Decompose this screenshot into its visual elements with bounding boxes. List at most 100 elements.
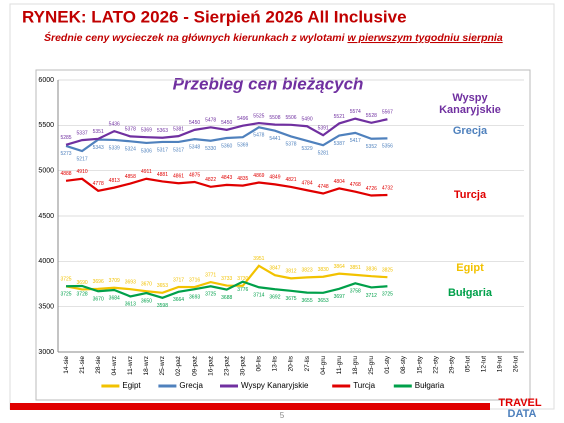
x-tick-label: 25-gru [368,356,375,375]
chart-title: Przebieg cen bieżących [173,74,364,93]
data-label: 3864 [334,264,345,270]
data-label: 3812 [285,269,296,275]
legend-label: Wyspy Kanaryjskie [241,381,309,390]
data-label: 3730 [237,276,248,282]
footer-bar [10,403,490,410]
y-tick-label: 4500 [38,213,54,220]
data-label: 5521 [334,114,345,120]
data-label: 3693 [189,294,200,300]
data-label: 5378 [125,127,136,133]
y-tick-label: 5500 [38,122,54,129]
data-label: 5567 [382,110,393,116]
data-label: 5285 [60,135,71,141]
x-tick-label: 08-sty [400,355,407,373]
x-tick-label: 14-sie [63,356,70,374]
data-label: 3655 [302,298,313,304]
data-label: 3653 [318,298,329,304]
data-label: 5363 [157,128,168,134]
subtitle-emphasis: w pierwszym tygodniu sierpnia [347,32,502,44]
data-label: 3728 [77,291,88,297]
series-side-label: Wyspy Kanaryjskie [439,92,501,116]
data-label: 3771 [205,272,216,278]
data-label: 3714 [253,293,264,299]
legend-label: Grecja [179,381,203,390]
data-label: 5281 [318,151,329,157]
x-tick-label: 09-paź [191,356,198,376]
x-tick-label: 13-lis [272,355,279,371]
data-label: 4768 [350,182,361,188]
data-label: 5317 [173,147,184,153]
y-tick-label: 6000 [38,77,54,84]
data-label: 4835 [237,176,248,182]
x-tick-label: 21-sie [79,356,86,374]
data-label: 5348 [189,144,200,150]
x-tick-label: 28-sie [95,356,102,374]
data-label: 3825 [382,268,393,274]
data-label: 3725 [205,292,216,298]
data-label: 3613 [125,302,136,308]
data-label: 3712 [366,293,377,299]
data-label: 3697 [334,294,345,300]
x-tick-label: 19-lut [497,356,504,372]
series-line [65,126,388,153]
x-tick-label: 05-lut [464,356,471,372]
x-tick-label: 02-paź [175,356,182,376]
data-label: 4888 [60,171,71,177]
y-tick-label: 3000 [38,349,54,356]
data-label: 3675 [285,296,296,302]
legend-label: Egipt [122,381,141,390]
data-label: 5351 [93,129,104,135]
x-tick-label: 30-paź [240,356,247,376]
data-label: 3653 [157,283,168,289]
data-label: 4911 [141,169,152,175]
data-label: 5436 [109,121,120,127]
data-label: 3688 [221,295,232,301]
data-label: 5496 [237,116,248,122]
data-label: 3709 [109,278,120,284]
data-label: 3598 [157,303,168,309]
x-tick-label: 29-sty [448,355,455,373]
data-label: 5450 [189,120,200,126]
data-label: 5217 [77,156,88,162]
x-tick-label: 18-wrz [143,356,150,376]
y-tick-label: 5000 [38,168,54,175]
data-label: 5478 [205,118,216,124]
series-line [65,264,388,294]
data-label: 4784 [302,181,313,187]
data-label: 5306 [141,148,152,154]
data-label: 4858 [125,174,136,180]
data-label: 5391 [318,126,329,132]
series-side-label: Bułgaria [447,287,492,299]
data-label: 3951 [253,256,264,262]
y-tick-label: 3500 [38,304,54,311]
data-label: 3830 [318,267,329,273]
x-tick-label: 27-lis [304,355,311,371]
data-label: 5441 [269,136,280,142]
x-tick-label: 06-lis [256,355,263,371]
data-label: 5352 [366,144,377,150]
series-side-label: Egipt [456,262,484,274]
data-label: 4910 [77,169,88,175]
data-label: 3725 [382,292,393,298]
data-label: 3670 [93,297,104,303]
x-tick-label: 01-sty [384,355,391,373]
data-label: 5450 [221,120,232,126]
data-label: 5381 [173,126,184,132]
data-label: 4849 [269,175,280,181]
data-label: 3823 [302,268,313,274]
x-tick-label: 23-paź [223,356,230,376]
data-label: 5337 [77,130,88,136]
x-tick-label: 26-lut [513,356,520,372]
series-line [66,280,388,299]
data-label: 3725 [60,277,71,283]
data-label: 3758 [350,289,361,295]
data-label: 5478 [253,133,264,139]
data-label: 5329 [302,146,313,152]
x-tick-label: 04-wrz [111,356,118,376]
x-tick-label: 12-lut [481,356,488,372]
data-label: 3733 [221,276,232,282]
data-label: 5273 [60,151,71,157]
series-side-label: Turcja [453,189,487,201]
x-tick-label: 16-paź [207,356,214,376]
data-label: 5528 [366,113,377,119]
